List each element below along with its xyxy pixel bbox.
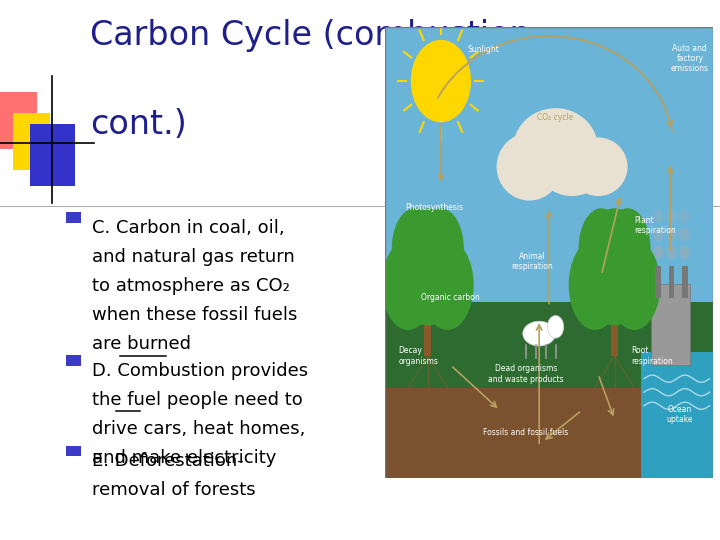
- Bar: [385, 388, 713, 478]
- Bar: [13, 113, 50, 170]
- Text: Auto and
factory
emissions: Auto and factory emissions: [671, 44, 709, 73]
- Ellipse shape: [654, 210, 663, 223]
- Ellipse shape: [605, 208, 651, 289]
- Ellipse shape: [569, 240, 621, 330]
- Bar: [424, 311, 431, 356]
- Ellipse shape: [569, 138, 628, 196]
- Ellipse shape: [578, 208, 624, 289]
- Ellipse shape: [392, 208, 438, 289]
- Ellipse shape: [513, 108, 598, 190]
- Text: Plant
respiration: Plant respiration: [634, 215, 676, 235]
- Text: Fossils and fossil fuels: Fossils and fossil fuels: [483, 428, 569, 437]
- Bar: [30, 124, 75, 186]
- Text: removal of forests: removal of forests: [92, 481, 256, 499]
- Ellipse shape: [497, 133, 562, 200]
- Text: when these fossil fuels: when these fossil fuels: [92, 306, 297, 324]
- Ellipse shape: [667, 228, 676, 241]
- Ellipse shape: [516, 122, 575, 185]
- Ellipse shape: [418, 208, 464, 289]
- Ellipse shape: [654, 228, 663, 241]
- Ellipse shape: [667, 246, 676, 259]
- Bar: [66, 355, 81, 366]
- Bar: [0, 92, 37, 148]
- Ellipse shape: [680, 246, 690, 259]
- Text: Photosynthesis: Photosynthesis: [405, 203, 463, 212]
- Bar: [651, 284, 690, 365]
- Ellipse shape: [667, 210, 676, 223]
- Text: CO₂ cycle: CO₂ cycle: [537, 113, 574, 122]
- Bar: [385, 27, 713, 311]
- Ellipse shape: [421, 240, 474, 330]
- Bar: [66, 212, 81, 223]
- Text: the fuel people need to: the fuel people need to: [92, 391, 303, 409]
- Ellipse shape: [523, 321, 556, 346]
- Ellipse shape: [536, 129, 608, 196]
- Text: cont.): cont.): [90, 108, 186, 141]
- Text: Decay
organisms: Decay organisms: [398, 347, 438, 366]
- Ellipse shape: [680, 210, 690, 223]
- Text: Root
respiration: Root respiration: [631, 347, 672, 366]
- Circle shape: [411, 40, 470, 122]
- Ellipse shape: [382, 240, 434, 330]
- Text: Animal
respiration: Animal respiration: [512, 252, 554, 271]
- Ellipse shape: [680, 228, 690, 241]
- Text: C. Carbon in coal, oil,: C. Carbon in coal, oil,: [92, 219, 285, 237]
- Ellipse shape: [582, 208, 647, 326]
- Bar: [611, 311, 618, 356]
- Text: Sunlight: Sunlight: [467, 45, 500, 54]
- Text: to atmosphere as CO₂: to atmosphere as CO₂: [92, 277, 290, 295]
- Ellipse shape: [654, 246, 663, 259]
- Bar: [682, 266, 688, 298]
- Text: are burned: are burned: [92, 335, 192, 353]
- Text: Ocean
uptake: Ocean uptake: [667, 405, 693, 424]
- Bar: [385, 302, 713, 397]
- Bar: [669, 266, 675, 298]
- Text: and make electricity: and make electricity: [92, 449, 276, 467]
- Bar: [641, 352, 713, 478]
- Bar: [66, 446, 81, 456]
- Ellipse shape: [608, 240, 660, 330]
- Text: drive cars, heat homes,: drive cars, heat homes,: [92, 420, 305, 438]
- Text: D. Combustion provides: D. Combustion provides: [92, 362, 308, 380]
- Ellipse shape: [395, 208, 461, 326]
- Text: Organic carbon: Organic carbon: [421, 293, 480, 302]
- Text: and natural gas return: and natural gas return: [92, 248, 295, 266]
- Text: E. Deforestation-: E. Deforestation-: [92, 452, 244, 470]
- Bar: [655, 266, 662, 298]
- Text: Dead organisms
and waste products: Dead organisms and waste products: [488, 364, 564, 384]
- Circle shape: [547, 315, 564, 338]
- Text: Carbon Cycle (combustion: Carbon Cycle (combustion: [90, 19, 531, 52]
